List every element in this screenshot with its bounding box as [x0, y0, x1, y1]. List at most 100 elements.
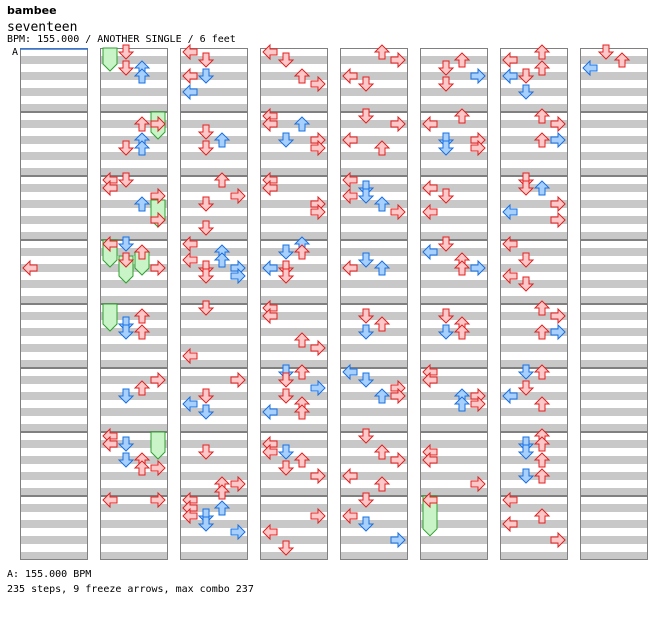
beat-stripe [260, 536, 328, 544]
down-arrow-icon [357, 324, 375, 340]
beat-stripe [340, 376, 408, 384]
up-arrow-icon [213, 500, 231, 516]
beat-stripe [580, 408, 648, 416]
beat-stripe [100, 360, 168, 368]
left-arrow-icon [182, 395, 198, 413]
measure-border [340, 240, 408, 304]
beat-stripe [20, 360, 88, 368]
beat-stripe [580, 72, 648, 80]
beat-stripe [500, 232, 568, 240]
measure-border [500, 496, 568, 560]
beat-stripe [260, 56, 328, 64]
beat-stripe [260, 552, 328, 560]
beat-stripe [100, 104, 168, 112]
measure-border [500, 48, 568, 112]
beat-stripe [20, 440, 88, 448]
measure-border [500, 240, 568, 304]
freeze-arrow [150, 431, 166, 460]
beat-stripe [580, 328, 648, 336]
down-arrow-icon [517, 276, 535, 292]
beat-stripe [180, 360, 248, 368]
right-arrow-icon [310, 339, 326, 357]
beat-stripe [20, 472, 88, 480]
up-arrow-icon [453, 324, 471, 340]
beat-stripe [100, 88, 168, 96]
down-arrow-icon [357, 428, 375, 444]
measure-border [340, 48, 408, 112]
measure-border [100, 432, 168, 496]
beat-stripe [420, 360, 488, 368]
beat-stripe [340, 248, 408, 256]
beat-stripe [580, 232, 648, 240]
beat-stripe [260, 152, 328, 160]
right-arrow-icon [390, 51, 406, 69]
measure-border [260, 240, 328, 304]
down-arrow-icon [277, 372, 295, 388]
down-arrow-icon [117, 324, 135, 340]
beat-stripe [180, 472, 248, 480]
up-arrow-icon [133, 308, 151, 324]
down-arrow-icon [117, 236, 135, 252]
beat-stripe [180, 152, 248, 160]
beat-stripe [500, 248, 568, 256]
beat-stripe [260, 104, 328, 112]
beat-stripe [340, 472, 408, 480]
measure-border [20, 368, 88, 432]
left-arrow-icon [262, 443, 278, 461]
beat-stripe [420, 296, 488, 304]
measure-border [180, 368, 248, 432]
down-arrow-icon [357, 372, 375, 388]
down-arrow-icon [357, 76, 375, 92]
chart-column [260, 48, 328, 560]
beat-stripe [180, 456, 248, 464]
up-arrow-icon [213, 172, 231, 188]
left-arrow-icon [582, 59, 598, 77]
beat-stripe [420, 184, 488, 192]
measure-border [340, 432, 408, 496]
beat-stripe [500, 120, 568, 128]
beat-stripe [340, 200, 408, 208]
beat-stripe [100, 392, 168, 400]
left-arrow-icon [422, 243, 438, 261]
beat-stripe [260, 424, 328, 432]
beat-stripe [260, 72, 328, 80]
beat-stripe [580, 216, 648, 224]
measure-border [580, 304, 648, 368]
right-arrow-icon [230, 475, 246, 493]
beat-stripe [420, 440, 488, 448]
beat-stripe [420, 504, 488, 512]
up-arrow-icon [613, 52, 631, 68]
beat-stripe [500, 520, 568, 528]
beat-stripe [420, 104, 488, 112]
freeze-arrow [422, 495, 438, 537]
measure-border [580, 368, 648, 432]
beat-stripe [340, 488, 408, 496]
beat-stripe [180, 552, 248, 560]
beat-stripe [580, 296, 648, 304]
beat-stripe [580, 392, 648, 400]
right-arrow-icon [550, 211, 566, 229]
beat-stripe [500, 328, 568, 336]
right-arrow-icon [470, 395, 486, 413]
left-arrow-icon [502, 267, 518, 285]
beat-stripe [100, 120, 168, 128]
beat-stripe [100, 264, 168, 272]
up-arrow-icon [373, 260, 391, 276]
beat-stripe [340, 440, 408, 448]
right-arrow-icon [550, 195, 566, 213]
measure-border [500, 304, 568, 368]
chart-info: BPM: 155.000 / ANOTHER SINGLE / 6 feet [7, 34, 236, 45]
down-arrow-icon [197, 68, 215, 84]
beat-stripe [20, 328, 88, 336]
up-arrow-icon [533, 468, 551, 484]
beat-stripe [340, 136, 408, 144]
beat-stripe [420, 424, 488, 432]
beat-stripe [180, 312, 248, 320]
left-arrow-icon [502, 491, 518, 509]
beat-stripe [500, 360, 568, 368]
beat-stripe [20, 392, 88, 400]
left-arrow-icon [502, 51, 518, 69]
beat-stripe [500, 56, 568, 64]
beat-stripe [260, 504, 328, 512]
down-arrow-icon [197, 388, 215, 404]
